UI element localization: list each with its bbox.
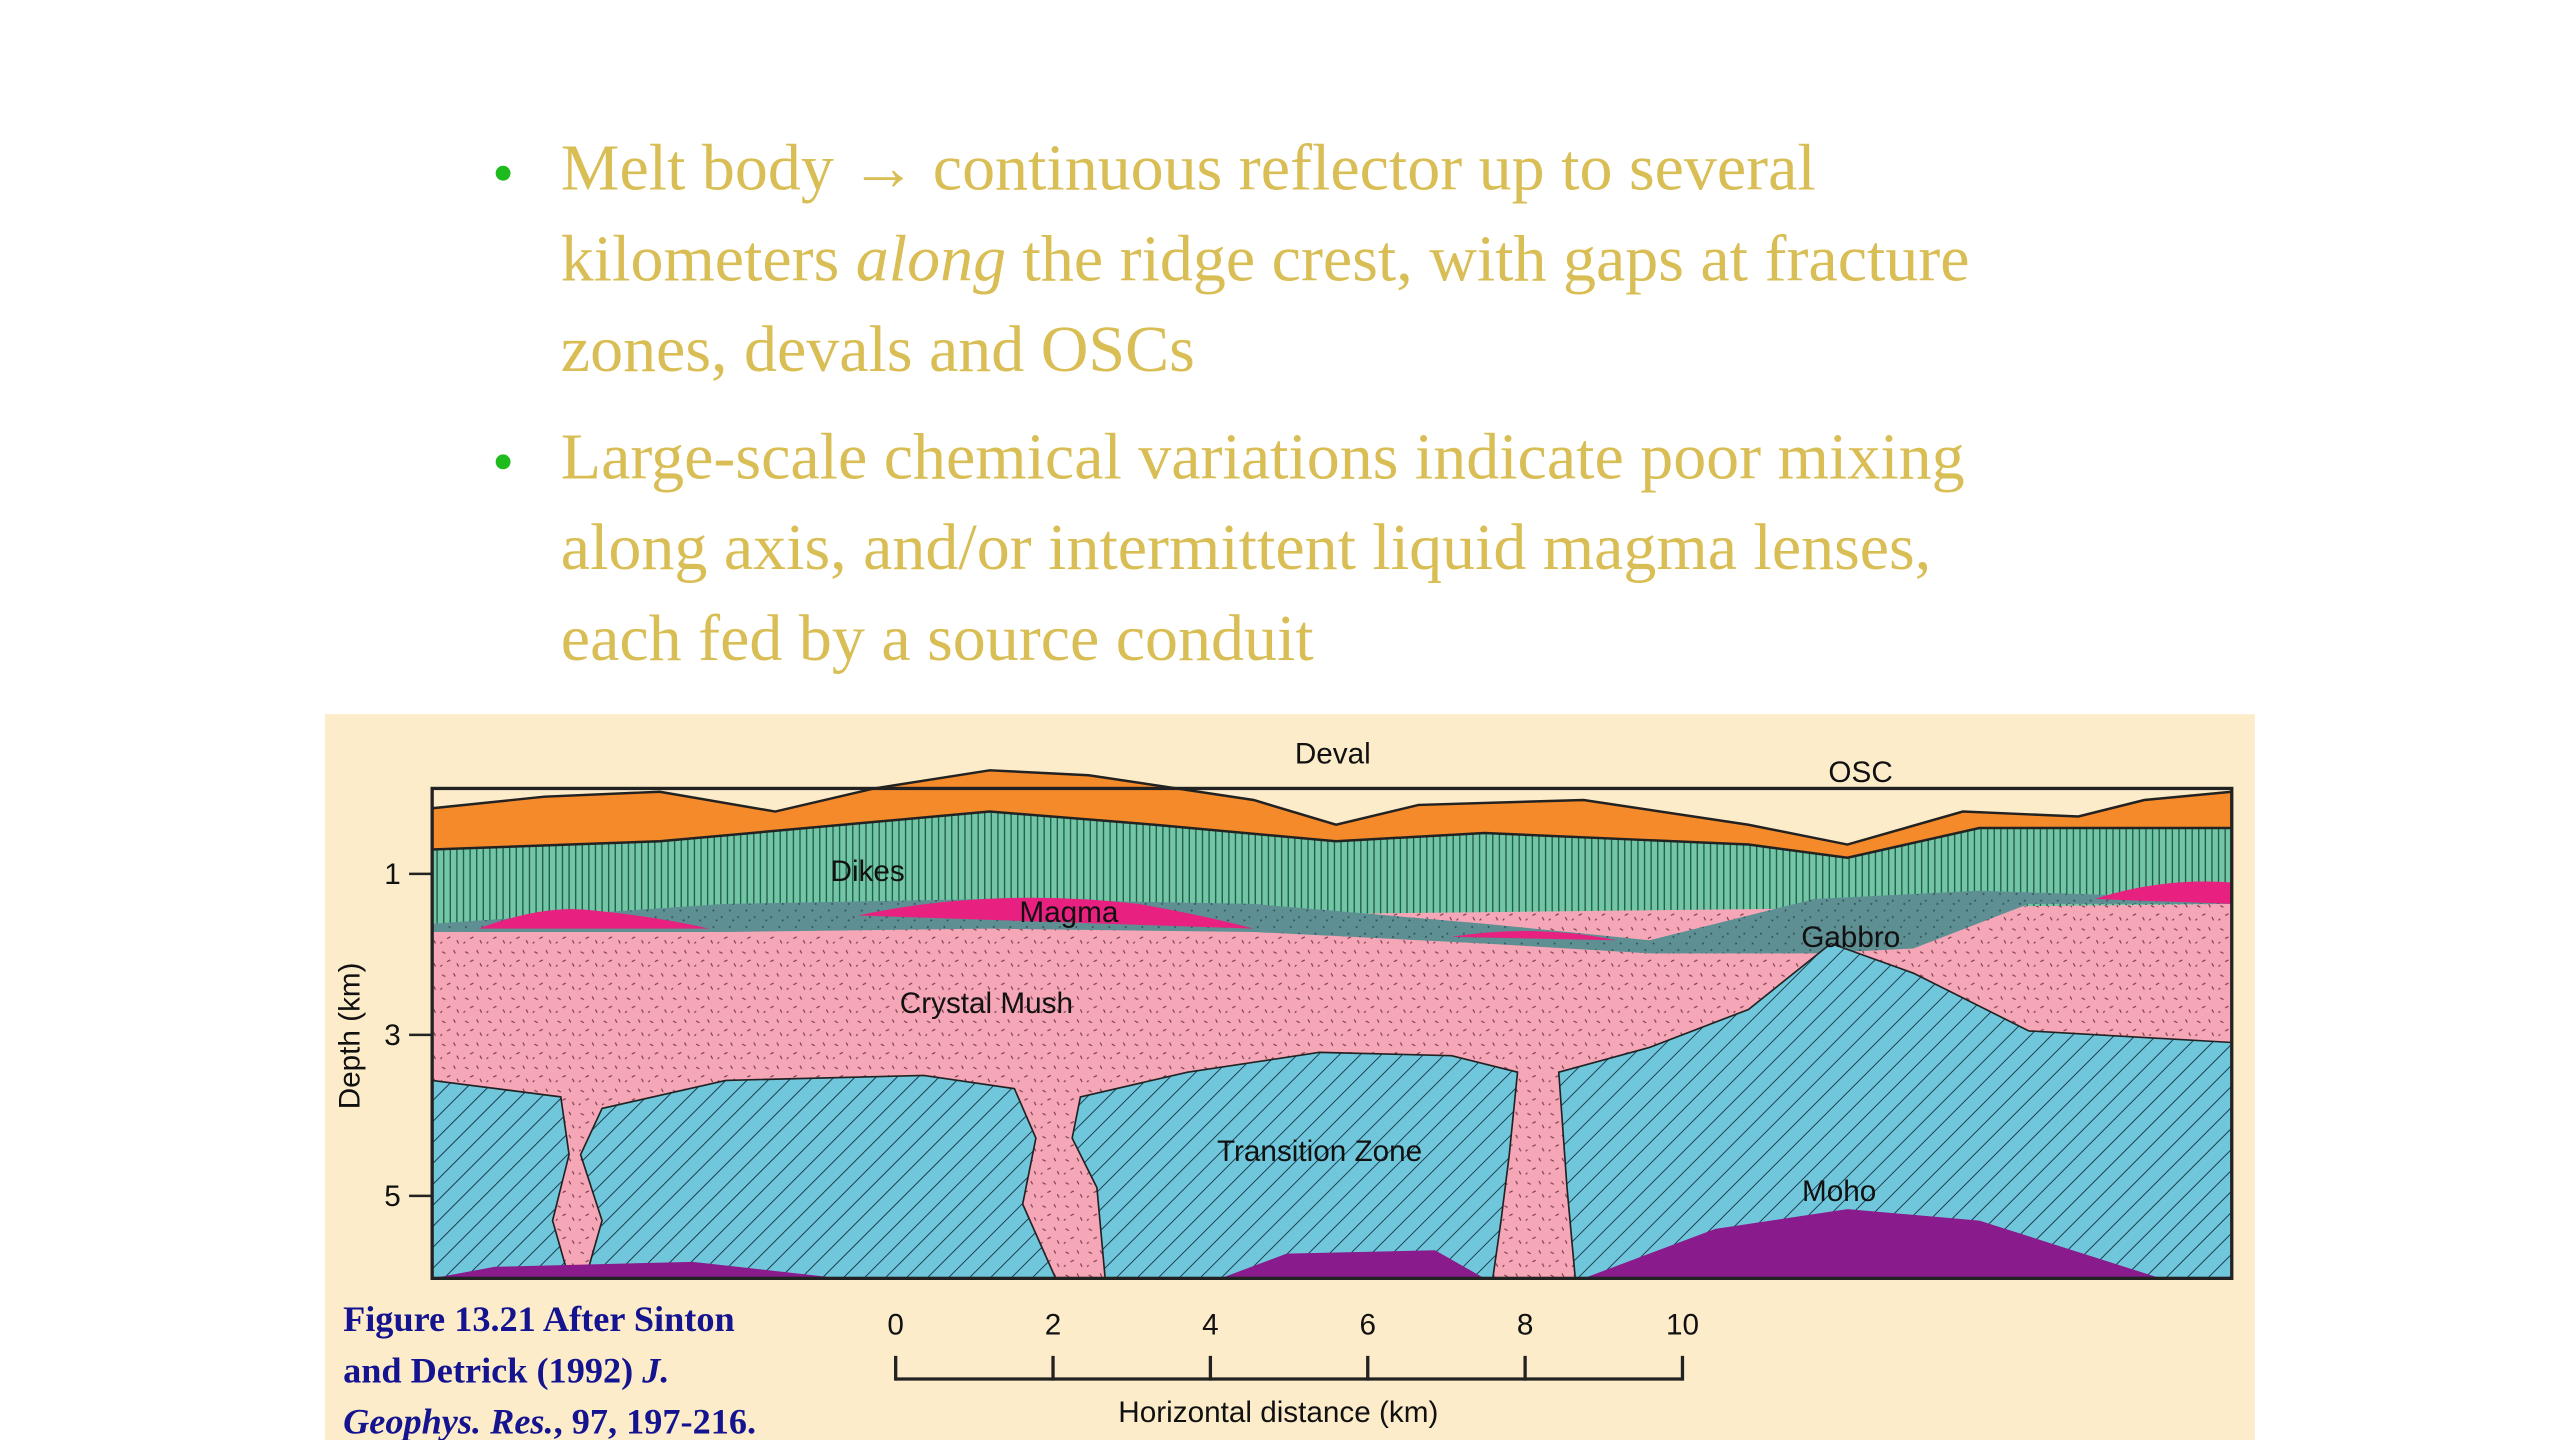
layer-label: Deval <box>1295 738 1371 771</box>
depth-axis-label: Depth (km) <box>334 962 367 1109</box>
layer-label: Crystal Mush <box>900 987 1073 1020</box>
bullet-line: each fed by a source conduit <box>561 602 1314 675</box>
text-segment: zones, devals and OSCs <box>561 313 1195 386</box>
distance-tick-label: 2 <box>1045 1308 1062 1341</box>
text-segment: Large-scale chemical variations indicate… <box>561 420 1965 493</box>
caption-line: Geophys. Res., 97, 197-216. <box>343 1401 756 1440</box>
distance-axis-label: Horizontal distance (km) <box>1118 1396 1438 1429</box>
distance-tick-label: 10 <box>1666 1308 1699 1341</box>
text-segment: Melt body → continuous reflector up to s… <box>561 132 1816 205</box>
dikes-layer <box>432 811 2232 924</box>
distance-tick-label: 8 <box>1517 1308 1534 1341</box>
moho-layer <box>432 1209 2161 1279</box>
depth-tick-label: 5 <box>384 1180 401 1213</box>
text-segment: Figure 13.21 After Sinton <box>343 1299 735 1339</box>
section-frame <box>430 786 2234 1280</box>
upper-crust-layer <box>430 769 2233 859</box>
bullet-dot <box>495 454 511 470</box>
layer-label: Dikes <box>831 855 905 888</box>
transition-zone-layer <box>431 942 2233 1280</box>
emphasis: along <box>856 222 1006 295</box>
bullet-line: zones, devals and OSCs <box>561 313 1195 386</box>
layer-label: Gabbro <box>1801 921 1900 954</box>
bullet-line: Large-scale chemical variations indicate… <box>561 420 1965 493</box>
text-segment: kilometers <box>561 222 856 295</box>
layer-label: Transition Zone <box>1217 1135 1422 1168</box>
depth-tick-label: 1 <box>384 858 401 891</box>
bullet-line: along axis, and/or intermittent liquid m… <box>561 511 1931 584</box>
gabbro-layer <box>432 890 2232 954</box>
distance-tick-label: 0 <box>887 1308 904 1341</box>
caption-line: and Detrick (1992) J. <box>343 1350 669 1390</box>
distance-tick-label: 4 <box>1202 1308 1219 1341</box>
text-segment: each fed by a source conduit <box>561 602 1314 675</box>
distance-tick-label: 6 <box>1359 1308 1376 1341</box>
bullet-dot <box>495 165 511 181</box>
text-segment: along axis, and/or intermittent liquid m… <box>561 511 1931 584</box>
text-segment: and Detrick (1992) <box>343 1350 642 1390</box>
layer-label: Magma <box>1019 896 1118 929</box>
bullet-line: kilometers along the ridge crest, with g… <box>561 222 1970 295</box>
caption-line: Figure 13.21 After Sinton <box>343 1299 735 1339</box>
bullet-line: Melt body → continuous reflector up to s… <box>561 132 1816 205</box>
layer-label: OSC <box>1828 756 1892 789</box>
text-segment: the ridge crest, with gaps at fracture <box>1006 222 1969 295</box>
emphasis: J. <box>641 1350 669 1390</box>
bullet-list: Melt body → continuous reflector up to s… <box>495 132 1970 675</box>
depth-tick-label: 3 <box>384 1019 401 1052</box>
figure: Deval OSC Dikes Magma Gabbro Crystal Mush Tran… <box>324 714 2255 1440</box>
figure-caption: Figure 13.21 After Sinton and Detrick (19… <box>343 1299 756 1440</box>
layer-label: Moho <box>1802 1175 1876 1208</box>
text-segment: , 97, 197-216. <box>554 1401 756 1440</box>
emphasis: Geophys. Res. <box>343 1401 554 1440</box>
